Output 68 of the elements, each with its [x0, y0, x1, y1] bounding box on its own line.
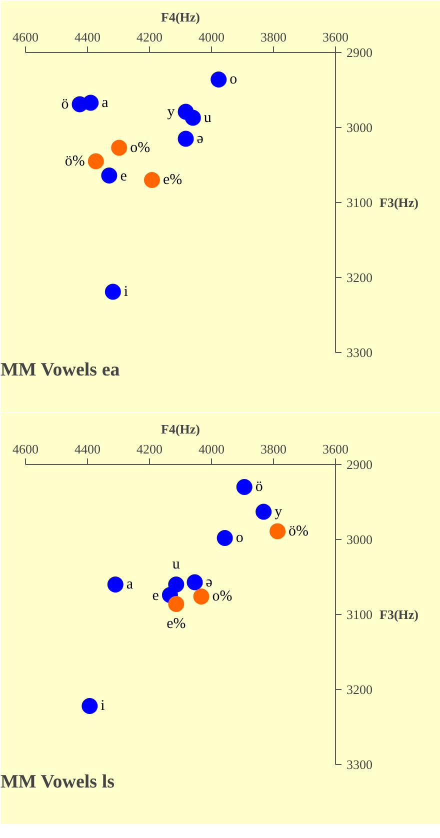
- y-axis-title: F3(Hz): [380, 195, 418, 210]
- x-tick-label: 4400: [74, 30, 100, 44]
- point: [236, 479, 252, 495]
- y-tick-label: 3300: [346, 757, 372, 772]
- series-label: ə: [206, 574, 213, 590]
- point: [107, 576, 124, 592]
- x-tick-label: 4600: [12, 30, 38, 44]
- series-label: o%: [130, 140, 150, 156]
- series-label: ö%: [64, 153, 85, 170]
- x-tick-label: 4000: [198, 442, 224, 456]
- series-label: o: [236, 530, 244, 546]
- series-label: e%: [162, 172, 182, 188]
- series-label: u: [204, 110, 212, 126]
- x-axis-title: F4(Hz): [161, 10, 200, 24]
- point: [178, 130, 194, 147]
- x-tick-label: 3800: [260, 30, 286, 44]
- text: MM Vowels ea: [0, 360, 120, 380]
- x-tick-label: 4200: [136, 30, 162, 44]
- y-tick-label: 3300: [346, 345, 372, 360]
- y-tick-label: 3100: [346, 195, 372, 210]
- series-label: y: [274, 504, 283, 520]
- series-label: o%: [212, 588, 232, 604]
- point: [210, 72, 227, 88]
- x-tick-label: 4400: [74, 442, 100, 456]
- series-label: e: [152, 588, 160, 604]
- y-axis-title: F3(Hz): [380, 607, 418, 622]
- point: [216, 530, 233, 546]
- y-tick-label: 3200: [346, 682, 372, 697]
- series-label: i: [124, 284, 128, 300]
- y-tick-label: 3100: [346, 607, 372, 622]
- y-tick-label: 2900: [346, 45, 372, 60]
- y-tick-label: 3000: [346, 120, 372, 135]
- series-label: i: [100, 698, 105, 714]
- point: [82, 94, 99, 111]
- x-axis-title: F4(Hz): [161, 422, 200, 436]
- point: [186, 574, 203, 590]
- point: [256, 504, 272, 520]
- point: [144, 172, 160, 188]
- y-tick-label: 3000: [346, 532, 372, 547]
- point: [184, 110, 201, 126]
- point: [104, 284, 121, 300]
- series-label: a: [126, 576, 134, 592]
- series-label: e: [120, 168, 128, 184]
- point: [101, 168, 118, 184]
- series-label: u: [172, 556, 180, 572]
- series-label: ö: [255, 479, 263, 495]
- point: [82, 698, 98, 714]
- series-label: e%: [166, 616, 186, 632]
- y-tick-label: 2900: [346, 457, 372, 472]
- series-label: o: [230, 72, 238, 88]
- point: [193, 588, 210, 604]
- point: [111, 140, 128, 156]
- point: [88, 153, 104, 170]
- point: [270, 523, 286, 540]
- series-label: a: [102, 94, 109, 111]
- text: MM Vowels ls: [0, 772, 114, 792]
- series-label: y: [167, 104, 176, 120]
- x-tick-label: 4600: [12, 442, 38, 456]
- y-tick-label: 3200: [346, 270, 372, 285]
- x-tick-label: 3600: [322, 30, 348, 44]
- x-tick-label: 3800: [260, 442, 286, 456]
- point: [168, 596, 184, 612]
- series-label: ə: [196, 130, 204, 147]
- x-tick-label: 4000: [198, 30, 224, 44]
- series-label: ö: [61, 96, 69, 112]
- x-tick-label: 3600: [322, 442, 348, 456]
- series-label: ö%: [288, 523, 309, 540]
- x-tick-label: 4200: [136, 442, 162, 456]
